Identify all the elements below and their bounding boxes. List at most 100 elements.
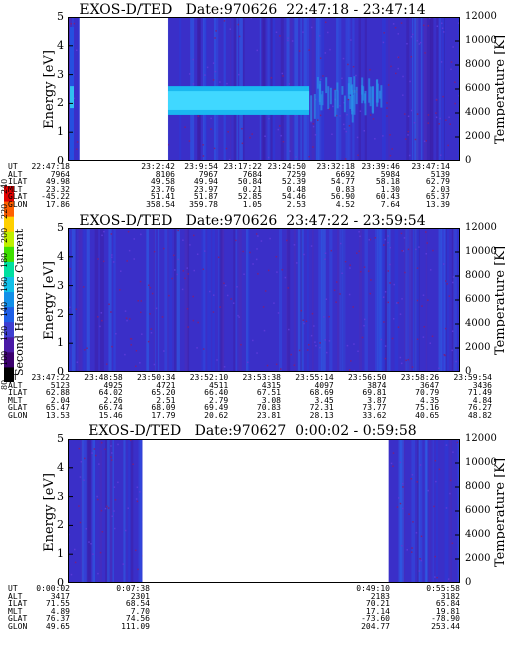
info-cell: 74.56 xyxy=(125,614,150,624)
spectrogram-speckle xyxy=(214,37,216,39)
spectrogram-speckle xyxy=(335,301,337,303)
spectrogram-speckle xyxy=(224,284,227,287)
spectrogram-speckle xyxy=(353,369,356,372)
spectrogram-streak xyxy=(212,228,216,372)
spectrogram-speckle xyxy=(422,336,425,338)
spectrogram-speckle xyxy=(438,123,440,125)
spectrogram-speckle xyxy=(367,270,370,272)
spectrogram-speckle xyxy=(400,362,403,365)
temperature-tick-label: 6000 xyxy=(465,294,491,305)
spectrogram-speckle xyxy=(424,231,427,233)
info-cell: 358.54 xyxy=(146,200,175,209)
spectrogram-streak xyxy=(412,17,414,161)
spectrogram-speckle xyxy=(444,280,447,282)
info-cell: 71.49 xyxy=(467,388,492,398)
colorbar-segment xyxy=(4,336,14,353)
spectrogram-streak xyxy=(164,228,168,372)
spectrogram-speckle xyxy=(407,358,409,361)
spectrogram-speckle xyxy=(348,293,351,296)
spectrogram-speckle xyxy=(202,144,204,146)
spectrogram-speckle xyxy=(76,361,79,363)
spectrogram-speckle xyxy=(76,141,79,143)
spectrogram-speckle xyxy=(416,39,419,42)
spectrogram-speckle xyxy=(246,361,249,364)
spectrogram-speckle xyxy=(416,299,419,302)
spectrogram-speckle xyxy=(419,41,422,44)
info-cell: 19.81 xyxy=(435,606,460,616)
spectrogram-speckle xyxy=(316,119,319,121)
spectrogram-speckle xyxy=(401,250,403,252)
spectrogram-streak xyxy=(315,17,320,161)
info-cell: 23:56:50 xyxy=(347,373,387,382)
info-cell: 0:07:38 xyxy=(116,584,150,593)
spectrogram-speckle xyxy=(418,570,421,572)
info-cell: 49.65 xyxy=(45,622,70,631)
energy-axis-label: Energy [eV] xyxy=(41,473,57,552)
spectrogram-speckle xyxy=(427,299,429,302)
spectrogram-speckle xyxy=(402,486,404,488)
spectrogram-speckle xyxy=(402,507,404,510)
spectrogram-speckle xyxy=(369,114,372,116)
spectrogram-streak xyxy=(138,439,142,583)
spectrogram-speckle xyxy=(343,128,346,130)
spectrogram-speckle xyxy=(113,486,116,488)
spectrogram-speckle xyxy=(384,357,387,360)
spectrogram-speckle xyxy=(219,81,221,83)
spectrogram-speckle xyxy=(281,72,284,75)
spectrogram-speckle xyxy=(105,363,108,365)
spectrogram-speckle xyxy=(202,348,205,350)
spectrogram-speckle xyxy=(380,338,382,341)
spectrogram-speckle xyxy=(384,345,387,347)
spectrogram-speckle xyxy=(333,88,336,91)
spectrogram-speckle xyxy=(193,234,195,237)
spectrogram-speckle xyxy=(235,239,237,242)
spectrogram-speckle xyxy=(444,354,446,357)
spectrogram-streak xyxy=(394,228,399,372)
energy-band-fragment xyxy=(353,90,356,115)
spectrogram-speckle xyxy=(305,320,308,323)
spectrogram-speckle xyxy=(282,140,285,143)
spectrogram-speckle xyxy=(85,528,88,530)
energy-band-fragment xyxy=(376,83,379,103)
spectrogram-speckle xyxy=(187,326,189,328)
spectrogram-speckle xyxy=(454,102,456,105)
spectrogram-streak xyxy=(278,228,283,372)
spectrogram-speckle xyxy=(294,114,296,116)
spectrogram-streak xyxy=(311,228,314,372)
spectrogram-speckle xyxy=(363,318,366,321)
spectrogram-streak xyxy=(416,439,419,583)
spectrogram-speckle xyxy=(302,319,305,321)
info-cell: 4721 xyxy=(156,380,176,390)
info-cell: 7684 xyxy=(242,169,262,179)
info-cell: 49.98 xyxy=(45,177,70,187)
spectrogram-speckle xyxy=(212,294,215,296)
spectrogram-speckle xyxy=(240,343,242,346)
spectrogram-speckle xyxy=(97,572,99,575)
spectrogram-speckle xyxy=(387,84,390,86)
info-cell: 68.09 xyxy=(151,403,176,413)
spectrogram-streak xyxy=(83,439,88,583)
spectrogram-speckle xyxy=(422,24,425,27)
temperature-axis-label: Temperature [K] xyxy=(493,34,505,145)
spectrogram-speckle xyxy=(176,273,178,276)
spectrogram-speckle xyxy=(210,117,212,120)
spectrogram-speckle xyxy=(115,333,117,335)
info-cell: 2.26 xyxy=(103,395,123,405)
spectrogram-speckle xyxy=(100,441,103,444)
info-cell: 73.77 xyxy=(362,403,387,413)
energy-band-fragment xyxy=(353,76,356,93)
spectrogram-speckle xyxy=(197,115,200,117)
info-cell: 62.79 xyxy=(425,177,450,187)
spectrogram-speckle xyxy=(401,298,403,300)
info-cell: 4511 xyxy=(208,380,229,390)
spectrogram-svg xyxy=(68,228,460,372)
spectrogram-streak xyxy=(71,228,76,372)
spectrogram-speckle xyxy=(227,131,229,133)
spectrogram-speckle xyxy=(127,507,129,509)
spectrogram-speckle xyxy=(314,341,316,343)
spectrogram-speckle xyxy=(324,258,326,261)
spectrogram-speckle xyxy=(339,115,341,117)
info-cell: 2.51 xyxy=(156,395,176,405)
info-cell: 2301 xyxy=(130,591,150,601)
spectrogram-speckle xyxy=(328,108,331,110)
